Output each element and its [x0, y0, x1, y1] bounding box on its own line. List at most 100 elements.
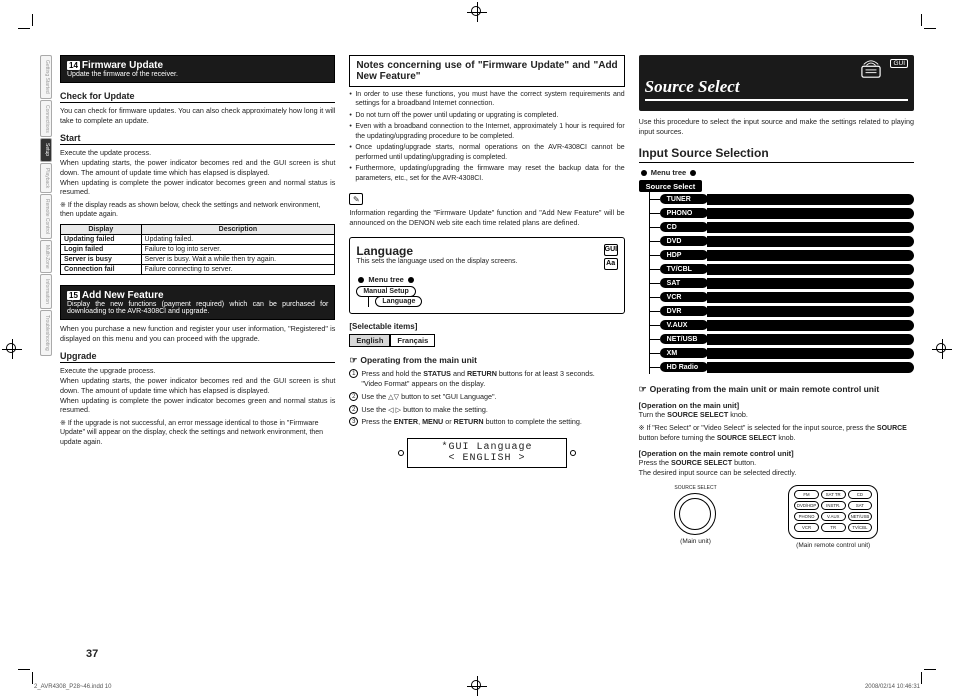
network-icon: [860, 59, 882, 79]
upgrade-note: If the upgrade is not successful, an err…: [60, 419, 335, 447]
firmware-update-box: 14Firmware Update Update the firmware of…: [60, 55, 335, 83]
registration-mark-bottom: [467, 676, 487, 696]
gui-badge: GUI: [890, 59, 908, 68]
column-1: 14Firmware Update Update the firmware of…: [60, 55, 335, 643]
hand-icon: ☞: [349, 355, 360, 366]
source-intro: Use this procedure to select the input s…: [639, 117, 914, 136]
start-heading: Start: [60, 133, 335, 145]
remote-button[interactable]: SAT: [848, 501, 873, 510]
remote-button[interactable]: FM: [794, 490, 819, 499]
side-tab[interactable]: Playback: [40, 163, 52, 193]
firmware-update-title: Firmware Update: [82, 60, 163, 71]
side-tabs: Getting StartedConnectionsSetup PlaybackR…: [40, 55, 52, 643]
lcd-line1: *GUI Language: [408, 442, 566, 453]
crop-mark: [24, 20, 42, 38]
op-main-body: Turn the SOURCE SELECT knob.: [639, 410, 914, 420]
op-main-note: If "Rec Select" or "Video Select" is sel…: [639, 424, 914, 443]
add-new-feature-box: 15Add New Feature Display the new functi…: [60, 285, 335, 320]
remote-button[interactable]: TV/CBL: [848, 523, 873, 532]
badge-14: 14: [67, 61, 80, 70]
chip-row: EnglishFrançais: [349, 334, 624, 347]
source-row: V.AUX: [650, 318, 914, 332]
menu-tree-label-2: Menu tree: [639, 168, 914, 177]
language-sub: This sets the language used on the displ…: [356, 258, 517, 265]
chip[interactable]: English: [349, 334, 390, 347]
language-title: Language: [356, 244, 517, 258]
check-body: You can check for firmware updates. You …: [60, 106, 335, 125]
source-row: XM: [650, 346, 914, 360]
registration-mark-right: [932, 339, 952, 359]
add-body: When you purchase a new function and reg…: [60, 324, 335, 343]
source-select-root: Source Select: [639, 180, 703, 192]
source-row: PHONO: [650, 206, 914, 220]
op-remote-heading: [Operation on the main remote control un…: [639, 449, 914, 458]
print-footer-left: 2_AVR4308_P28~46.indd 10: [34, 684, 111, 690]
info-body: Information regarding the "Firmware Upda…: [349, 208, 624, 227]
source-row: DVD: [650, 234, 914, 248]
source-row: HD Radio: [650, 360, 914, 374]
side-tab[interactable]: Remote Control: [40, 194, 52, 239]
op-main-unit-heading: [Operation on the main unit]: [639, 401, 914, 410]
remote-diagram: SOURCE SELECT (Main unit) FMSAT TRCDDVD/…: [639, 485, 914, 549]
caption-main: (Main unit): [674, 538, 716, 545]
lcd-display: *GUI Language < ENGLISH >: [407, 438, 567, 468]
hand-icon: ☞: [639, 384, 650, 395]
source-row: DVR: [650, 304, 914, 318]
upgrade-heading: Upgrade: [60, 351, 335, 363]
side-tab[interactable]: Information: [40, 274, 52, 309]
notes-box: Notes concerning use of "Firmware Update…: [349, 55, 624, 87]
aa-icon: Aa: [604, 258, 618, 270]
operating-remote-heading: ☞Operating from the main unit or main re…: [639, 384, 914, 395]
language-box: Language This sets the language used on …: [349, 237, 624, 314]
side-tab[interactable]: Setup: [40, 138, 52, 161]
page-number: 37: [86, 648, 98, 660]
start-body: Execute the update process. When updatin…: [60, 148, 335, 197]
upgrade-body: Execute the upgrade process. When updati…: [60, 366, 335, 415]
remote-button[interactable]: VCR: [794, 523, 819, 532]
firmware-update-sub: Update the firmware of the receiver.: [67, 71, 328, 78]
registration-mark-top: [467, 2, 487, 22]
source-select-panel: GUI Source Select: [639, 55, 914, 111]
notes-list: In order to use these functions, you mus…: [349, 90, 624, 185]
input-source-selection-title: Input Source Selection: [639, 146, 914, 163]
notes-title: Notes concerning use of "Firmware Update…: [356, 60, 617, 82]
add-sub: Display the new functions (payment requi…: [67, 301, 328, 315]
check-for-update-heading: Check for Update: [60, 91, 335, 103]
add-new-feature-title: Add New Feature: [82, 290, 164, 301]
column-3: GUI Source Select Use this procedure to …: [639, 55, 914, 643]
source-list: TUNERPHONOCDDVDHDPTV/CBLSATVCRDVRV.AUXNE…: [649, 192, 914, 374]
error-table: DisplayDescriptionUpdating failedUpdatin…: [60, 224, 335, 275]
side-tab[interactable]: Multi-Zone: [40, 240, 52, 274]
remote-button[interactable]: CD: [848, 490, 873, 499]
caption-remote: (Main remote control unit): [788, 542, 878, 549]
remote-button[interactable]: INSTR.: [821, 501, 846, 510]
source-row: TUNER: [650, 192, 914, 206]
remote-button[interactable]: NET/USB: [848, 512, 873, 521]
main-unit-knob: SOURCE SELECT (Main unit): [674, 485, 716, 545]
print-footer-right: 2008/02/14 10:46:31: [865, 684, 920, 690]
chip[interactable]: Français: [390, 334, 435, 347]
remote-control: FMSAT TRCD DVD/HDPINSTR.SAT PHONOV.AUXNET/…: [788, 485, 878, 549]
remote-button[interactable]: TR: [821, 523, 846, 532]
side-tab[interactable]: Connections: [40, 100, 52, 138]
badge-15: 15: [67, 291, 80, 300]
crop-mark: [24, 660, 42, 678]
side-tab[interactable]: Getting Started: [40, 55, 52, 99]
menu-tree-label: Menu tree: [356, 275, 617, 284]
remote-button[interactable]: DVD/HDP: [794, 501, 819, 510]
pencil-icon: ✎: [349, 193, 624, 205]
source-row: SAT: [650, 276, 914, 290]
source-row: TV/CBL: [650, 262, 914, 276]
remote-button[interactable]: SAT TR: [821, 490, 846, 499]
operating-main-unit-heading: ☞Operating from the main unit: [349, 355, 624, 366]
registration-mark-left: [2, 339, 22, 359]
remote-button[interactable]: V.AUX: [821, 512, 846, 521]
side-tab[interactable]: Troubleshooting: [40, 310, 52, 356]
selectable-items-label: [Selectable items]: [349, 322, 624, 331]
crop-mark: [912, 660, 930, 678]
steps-list: 1Press and hold the STATUS and RETURN bu…: [349, 369, 624, 430]
source-row: HDP: [650, 248, 914, 262]
column-2: Notes concerning use of "Firmware Update…: [349, 55, 624, 643]
remote-button[interactable]: PHONO: [794, 512, 819, 521]
lcd-line2: < ENGLISH >: [408, 453, 566, 464]
